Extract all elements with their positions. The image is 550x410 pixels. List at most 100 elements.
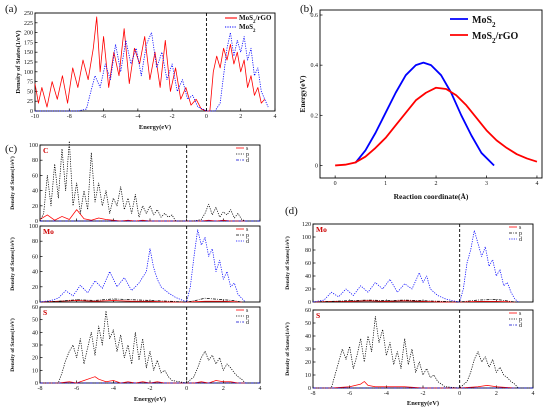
d1-legend-label: s — [519, 225, 522, 231]
d2-ytick-label: 40 — [305, 334, 311, 340]
d-xlabel: Energy(eV) — [407, 400, 439, 407]
c1-plot-frame — [39, 144, 261, 222]
b-ytick-label: 0.6 — [311, 13, 319, 19]
b-panel-label: (b) — [300, 3, 313, 15]
a-xtick-label: 0 — [205, 114, 208, 120]
d2-legend-label: s — [519, 311, 522, 317]
c2-legend-label: s — [246, 227, 249, 233]
c3-plot-frame — [39, 306, 261, 384]
a-ytick-label: 175 — [24, 40, 33, 46]
b-xtick-label: 2 — [435, 181, 438, 187]
c3-xtick-label: 4 — [259, 386, 262, 392]
c2-legend-label: p — [246, 233, 249, 239]
a-xtick-label: 4 — [274, 114, 277, 120]
d1-ytick-label: 20 — [305, 287, 311, 293]
d2-xtick-label: -6 — [347, 391, 352, 397]
d2-ytick-label: 50 — [305, 321, 311, 327]
d2-plot-frame — [312, 309, 534, 389]
a-xtick-label: -4 — [135, 114, 140, 120]
d2-series-s — [313, 381, 515, 389]
c1-ytick-label: 100 — [29, 143, 38, 149]
c1-legend-label: p — [246, 152, 249, 158]
d2-xtick-label: 4 — [532, 391, 535, 397]
c1-ytick-label: 60 — [32, 173, 38, 179]
d1-legend-label: d — [519, 237, 522, 243]
a-xtick-label: -10 — [31, 114, 39, 120]
c-panel-label: (c) — [5, 143, 18, 155]
c3-xtick-label: -8 — [38, 386, 43, 392]
b-series-mos2 — [354, 61, 495, 167]
c2-ylabel: Density of States(1/eV) — [9, 237, 16, 291]
d1-ytick-label: 60 — [305, 261, 311, 267]
d2-xtick-label: 2 — [495, 391, 498, 397]
a-ytick-label: 225 — [24, 21, 33, 27]
d2-ylabel: Density of States(1/eV) — [284, 322, 291, 376]
c2-ytick-label: 80 — [32, 239, 38, 245]
a-legend-label: MoS2/rGO — [239, 14, 272, 25]
b-xtick-label: 1 — [384, 181, 387, 187]
c3-legend-label: s — [246, 308, 249, 314]
d1-ylabel: Density of States(1/eV) — [284, 236, 291, 290]
c3-ytick-label: 20 — [32, 356, 38, 362]
c2-ytick-label: 40 — [32, 270, 38, 276]
c3-ytick-label: 30 — [32, 343, 38, 349]
d1-series-d — [312, 230, 519, 303]
c3-ytick-label: 40 — [32, 330, 38, 336]
b-xtick-label: 3 — [485, 181, 488, 187]
d1-ytick-label: 0 — [308, 300, 311, 306]
d1-legend-label: p — [519, 231, 522, 237]
d1-ytick-label: 80 — [305, 248, 311, 254]
c1-series-s — [39, 209, 246, 222]
c1-ytick-label: 0 — [35, 219, 38, 225]
c1-ytick-label: 40 — [32, 189, 38, 195]
d1-series-p — [312, 299, 515, 303]
d2-ytick-label: 0 — [308, 386, 311, 392]
b-ytick-label: 0 — [315, 163, 318, 169]
a-xtick-label: -2 — [170, 114, 175, 120]
d1-ytick-label: 120 — [302, 222, 311, 228]
c1-element-label: C — [43, 146, 48, 155]
c2-ytick-label: 100 — [29, 224, 38, 230]
a-ytick-label: 200 — [24, 31, 33, 37]
a-xlabel: Energy(eV) — [139, 124, 171, 131]
d2-legend-label: d — [519, 323, 522, 329]
a-xtick-label: -8 — [67, 114, 72, 120]
a-xtick-label: 2 — [239, 114, 242, 120]
d2-element-label: S — [316, 311, 320, 320]
c1-ytick-label: 80 — [32, 158, 38, 164]
c3-xtick-label: 2 — [222, 386, 225, 392]
c1-ytick-label: 20 — [32, 204, 38, 210]
a-series-mos2rgo — [34, 16, 266, 112]
a-ytick-label: 75 — [27, 80, 33, 86]
a-xtick-label: -6 — [101, 114, 106, 120]
c3-xtick-label: -4 — [111, 386, 116, 392]
d2-ytick-label: 30 — [305, 347, 311, 353]
d1-series-s — [312, 300, 515, 303]
c2-series-p — [39, 297, 242, 303]
c3-xtick-label: -6 — [74, 386, 79, 392]
c3-xtick-label: -2 — [148, 386, 153, 392]
c3-ytick-label: 60 — [32, 305, 38, 311]
d-panel-label: (d) — [285, 205, 298, 217]
b-ylabel: Energy(eV) — [298, 75, 307, 113]
c2-ytick-label: 60 — [32, 254, 38, 260]
d2-legend-label: p — [519, 317, 522, 323]
d1-plot-frame — [312, 223, 534, 303]
d2-ytick-label: 20 — [305, 360, 311, 366]
b-ytick-label: 0.4 — [311, 63, 319, 69]
a-ytick-label: 100 — [24, 70, 33, 76]
c3-ytick-label: 10 — [32, 368, 38, 374]
d2-xtick-label: -8 — [311, 391, 316, 397]
b-xlabel: Reaction coordinate(Å) — [394, 192, 469, 201]
c2-plot-frame — [39, 225, 261, 303]
a-ytick-label: 250 — [24, 11, 33, 17]
c2-legend-label: d — [246, 239, 249, 245]
c3-ytick-label: 50 — [32, 318, 38, 324]
a-panel-label: (a) — [5, 3, 18, 15]
b-legend-label: MoS2 — [472, 15, 496, 29]
d2-xtick-label: 0 — [458, 391, 461, 397]
a-ytick-label: 25 — [27, 99, 33, 105]
a-ytick-label: 0 — [30, 109, 33, 115]
c3-xtick-label: 0 — [185, 386, 188, 392]
